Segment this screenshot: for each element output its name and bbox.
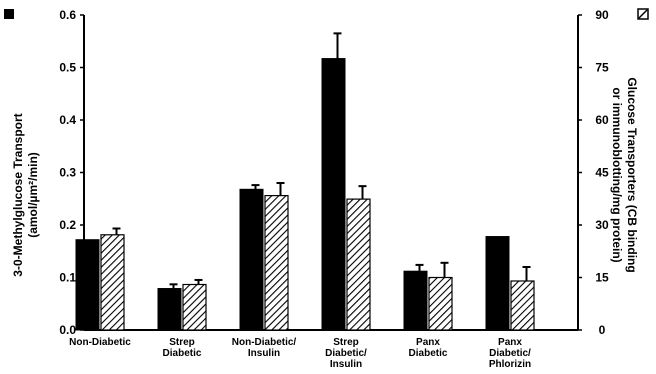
bar-hatched: [100, 234, 125, 331]
right-tick-label: 75: [595, 61, 609, 75]
category-label: Phlorizin: [489, 359, 531, 370]
bar-solid: [75, 239, 100, 331]
right-tick-label: 0: [599, 323, 606, 337]
bar-hatched: [264, 195, 289, 331]
category-label: Diabetic: [163, 348, 202, 359]
category-label: Diabetic/: [489, 348, 531, 359]
left-tick-label: 0.6: [59, 8, 76, 22]
category-label: Strep: [169, 337, 195, 348]
bar-solid: [403, 270, 428, 331]
left-tick-label: 0.4: [59, 113, 76, 127]
bar-group: Non-Diabetic: [69, 227, 131, 348]
category-label: Non-Diabetic: [69, 337, 131, 348]
category-label: Panx: [498, 337, 522, 348]
right-tick-label: 15: [595, 271, 609, 285]
category-label: Non-Diabetic/: [232, 337, 297, 348]
right-tick-label: 60: [595, 113, 609, 127]
bar-solid: [157, 288, 182, 331]
bar-hatched: [346, 198, 371, 331]
legend-hatched-stroke: [638, 9, 648, 19]
bar-hatched: [182, 283, 207, 331]
legend-solid-marker: [4, 9, 14, 19]
right-tick-label: 45: [595, 166, 609, 180]
plot-area: 0.0 0.1 0.2 0.3 0.4 0.5 0.6 0 15 30 45 60 75 90 Non-Di…: [4, 8, 649, 370]
right-axis-title-line-1: Glucose Transporters (CB binding: [625, 77, 639, 272]
bar-solid: [239, 188, 264, 331]
bar-solid: [485, 236, 510, 331]
right-axis-title-line-2: or immunoblotting/mg protein): [610, 87, 624, 262]
bar-group: Non-Diabetic/Insulin: [232, 182, 297, 359]
bar-solid: [321, 58, 346, 331]
category-label: Diabetic: [409, 348, 448, 359]
category-label: Panx: [416, 337, 440, 348]
left-tick-label: 0.1: [59, 271, 76, 285]
category-label: Insulin: [330, 359, 362, 370]
bar-hatched: [510, 280, 535, 331]
right-tick-label: 30: [595, 218, 609, 232]
bar-hatched: [428, 276, 453, 331]
right-tick-label: 90: [595, 8, 609, 22]
category-label: Diabetic/: [325, 348, 367, 359]
category-label: Strep: [333, 337, 359, 348]
left-axis-title-line-1: 3-0-Methylglucose Transport: [11, 113, 25, 276]
left-tick-label: 0.0: [59, 323, 76, 337]
left-tick-label: 0.5: [59, 61, 76, 75]
left-tick-label: 0.3: [59, 166, 76, 180]
category-label: Insulin: [248, 348, 280, 359]
left-tick-label: 0.2: [59, 218, 76, 232]
left-axis-title-line-2: (amol/µm²/min): [26, 152, 40, 238]
